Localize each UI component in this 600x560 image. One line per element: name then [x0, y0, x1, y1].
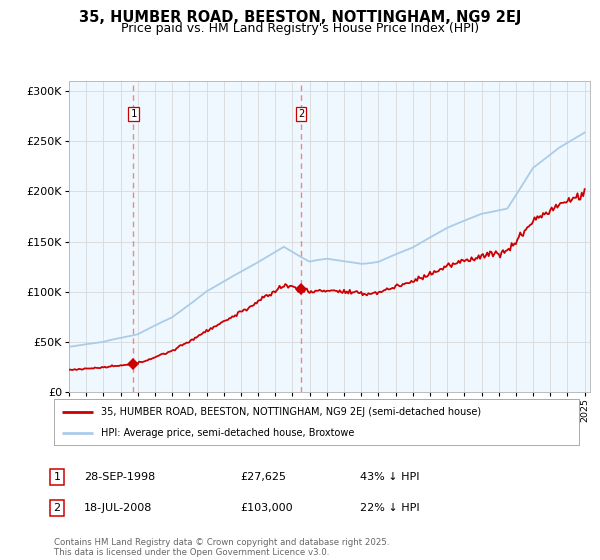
Text: 43% ↓ HPI: 43% ↓ HPI — [360, 472, 419, 482]
Text: 1: 1 — [130, 109, 137, 119]
Text: Contains HM Land Registry data © Crown copyright and database right 2025.
This d: Contains HM Land Registry data © Crown c… — [54, 538, 389, 557]
Text: Price paid vs. HM Land Registry's House Price Index (HPI): Price paid vs. HM Land Registry's House … — [121, 22, 479, 35]
Text: 35, HUMBER ROAD, BEESTON, NOTTINGHAM, NG9 2EJ (semi-detached house): 35, HUMBER ROAD, BEESTON, NOTTINGHAM, NG… — [101, 407, 481, 417]
Text: 18-JUL-2008: 18-JUL-2008 — [84, 503, 152, 513]
Text: 1: 1 — [53, 472, 61, 482]
Text: 2: 2 — [53, 503, 61, 513]
Text: 35, HUMBER ROAD, BEESTON, NOTTINGHAM, NG9 2EJ: 35, HUMBER ROAD, BEESTON, NOTTINGHAM, NG… — [79, 10, 521, 25]
Text: 2: 2 — [298, 109, 304, 119]
Text: £27,625: £27,625 — [240, 472, 286, 482]
Text: 22% ↓ HPI: 22% ↓ HPI — [360, 503, 419, 513]
Text: 28-SEP-1998: 28-SEP-1998 — [84, 472, 155, 482]
Text: HPI: Average price, semi-detached house, Broxtowe: HPI: Average price, semi-detached house,… — [101, 428, 355, 438]
Text: £103,000: £103,000 — [240, 503, 293, 513]
